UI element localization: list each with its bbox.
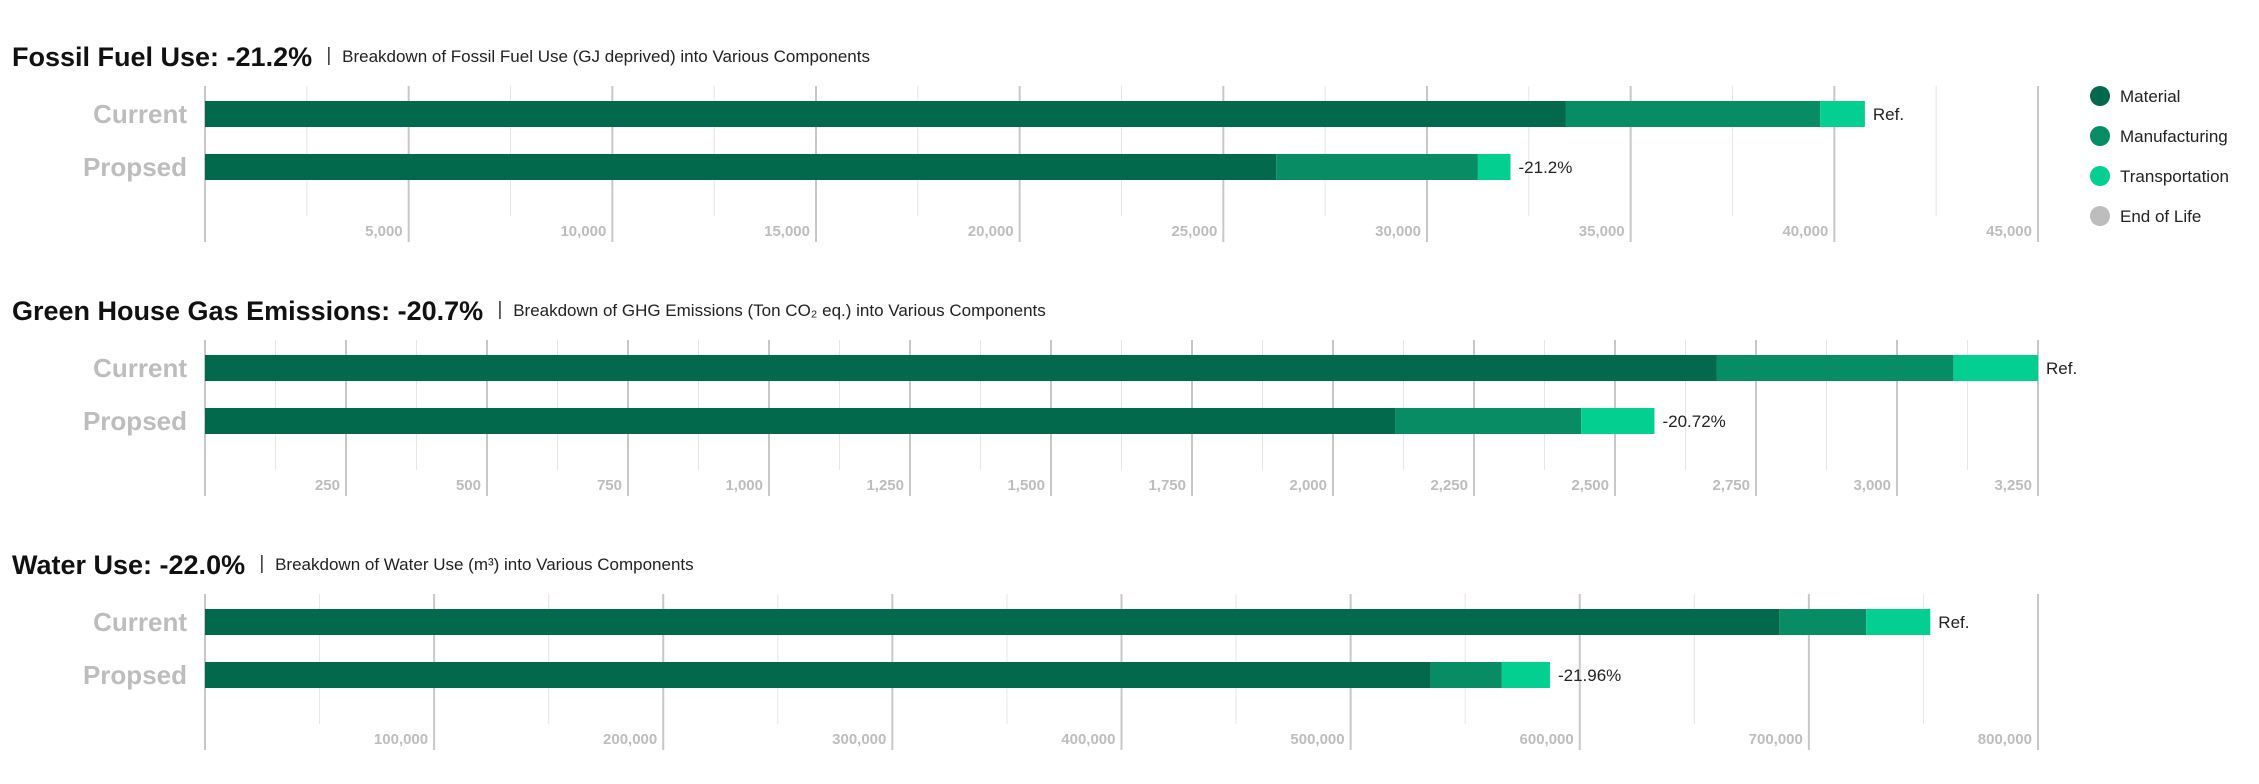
bar-segment-manufacturing xyxy=(1779,609,1867,635)
chart-subtitle: Breakdown of GHG Emissions (Ton CO₂ eq.)… xyxy=(513,301,1046,320)
bar-segment-manufacturing xyxy=(1565,101,1821,127)
bar-segment-material xyxy=(205,101,1566,127)
bar-label: Ref. xyxy=(1873,105,1904,124)
tick-label: 2,750 xyxy=(1712,477,1750,494)
tick-label: 400,000 xyxy=(1061,731,1115,748)
bar-label: Ref. xyxy=(2046,359,2077,378)
tick-label: 3,250 xyxy=(1994,477,2032,494)
bar-label: -21.96% xyxy=(1558,666,1621,685)
row-label-propsed: Propsed xyxy=(83,152,187,182)
legend-swatch-end-of-life xyxy=(2090,206,2110,226)
bar-label: -20.72% xyxy=(1662,412,1725,431)
legend-label: Material xyxy=(2120,87,2180,106)
tick-label: 20,000 xyxy=(968,223,1014,240)
chart-panel-2: Water Use: -22.0% Breakdown of Water Use … xyxy=(12,550,2039,750)
tick-label: 35,000 xyxy=(1579,223,1625,240)
chart-panel-0: Fossil Fuel Use: -21.2% Breakdown of Foss… xyxy=(12,42,2039,242)
legend-label: Transportation xyxy=(2120,167,2229,186)
tick-label: 25,000 xyxy=(1171,223,1217,240)
legend-swatch-material xyxy=(2090,86,2110,106)
bar-segment-transportation xyxy=(1477,154,1511,180)
chart-panels: Fossil Fuel Use: -21.2% Breakdown of Foss… xyxy=(12,42,2077,750)
tick-label: 200,000 xyxy=(603,731,657,748)
chart-title: Fossil Fuel Use: -21.2% xyxy=(12,42,312,72)
tick-label: 5,000 xyxy=(365,223,403,240)
row-label-current: Current xyxy=(93,353,187,383)
bar-segment-material xyxy=(205,355,1717,381)
bar-segment-manufacturing xyxy=(1276,154,1478,180)
bar-segment-material xyxy=(205,154,1277,180)
tick-label: 2,000 xyxy=(1289,477,1327,494)
bar-segment-manufacturing xyxy=(1716,355,1954,381)
tick-label: 500 xyxy=(456,477,481,494)
tick-label: 3,000 xyxy=(1853,477,1891,494)
chart-subtitle: Breakdown of Water Use (m³) into Various… xyxy=(275,555,694,574)
tick-label: 500,000 xyxy=(1290,731,1344,748)
chart-title: Green House Gas Emissions: -20.7% xyxy=(12,296,483,326)
tick-label: 600,000 xyxy=(1520,731,1574,748)
bar-segment-material xyxy=(205,408,1396,434)
bar-segment-material xyxy=(205,609,1780,635)
tick-label: 10,000 xyxy=(560,223,606,240)
tick-label: 700,000 xyxy=(1749,731,1803,748)
tick-label: 1,500 xyxy=(1007,477,1045,494)
legend: Material Manufacturing Transportation End o… xyxy=(2090,86,2229,226)
tick-label: 1,000 xyxy=(725,477,763,494)
row-label-propsed: Propsed xyxy=(83,660,187,690)
title-separator xyxy=(261,555,263,573)
tick-label: 15,000 xyxy=(764,223,810,240)
title-separator xyxy=(499,301,501,319)
legend-swatch-transportation xyxy=(2090,166,2110,186)
chart-title: Water Use: -22.0% xyxy=(12,550,245,580)
bar-segment-transportation xyxy=(1820,101,1865,127)
tick-label: 100,000 xyxy=(374,731,428,748)
bar-segment-transportation xyxy=(1581,408,1655,434)
legend-label: Manufacturing xyxy=(2120,127,2228,146)
chart-subtitle: Breakdown of Fossil Fuel Use (GJ deprive… xyxy=(342,47,870,66)
tick-label: 750 xyxy=(597,477,622,494)
title-separator xyxy=(328,47,330,65)
tick-label: 45,000 xyxy=(1986,223,2032,240)
tick-label: 2,250 xyxy=(1430,477,1468,494)
tick-label: 300,000 xyxy=(832,731,886,748)
bar-segment-transportation xyxy=(1953,355,2038,381)
tick-label: 30,000 xyxy=(1375,223,1421,240)
row-label-propsed: Propsed xyxy=(83,406,187,436)
tick-label: 1,250 xyxy=(866,477,904,494)
bar-segment-transportation xyxy=(1866,609,1931,635)
tick-label: 2,500 xyxy=(1571,477,1609,494)
legend-label: End of Life xyxy=(2120,207,2201,226)
tick-label: 1,750 xyxy=(1148,477,1186,494)
bar-segment-transportation xyxy=(1501,662,1550,688)
bar-segment-manufacturing xyxy=(1395,408,1582,434)
tick-label: 40,000 xyxy=(1782,223,1828,240)
row-label-current: Current xyxy=(93,99,187,129)
legend-swatch-manufacturing xyxy=(2090,126,2110,146)
bar-label: -21.2% xyxy=(1519,158,1573,177)
tick-label: 800,000 xyxy=(1978,731,2032,748)
row-label-current: Current xyxy=(93,607,187,637)
chart-panel-1: Green House Gas Emissions: -20.7% Breakdo… xyxy=(12,296,2077,496)
bar-segment-material xyxy=(205,662,1431,688)
bar-segment-manufacturing xyxy=(1430,662,1502,688)
bar-label: Ref. xyxy=(1938,613,1969,632)
tick-label: 250 xyxy=(315,477,340,494)
